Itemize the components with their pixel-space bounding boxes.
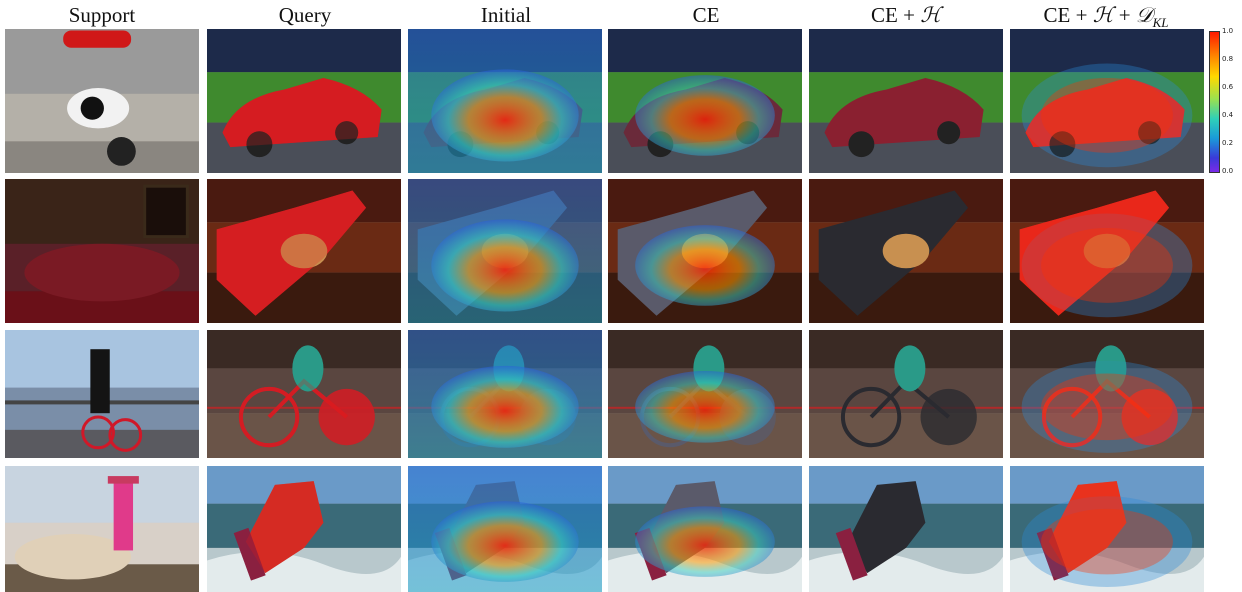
colorbar-tick-label: 0.0 [1222, 167, 1234, 175]
image-ce_h-row-2 [809, 179, 1003, 323]
image-ce-row-3 [608, 330, 802, 458]
image-query-row-3 [207, 330, 401, 458]
image-ce_h-row-3 [809, 330, 1003, 458]
image-support-row-3 [5, 330, 199, 458]
colorbar-tick-label: 0.6 [1222, 83, 1234, 91]
colorbar-tick-label: 0.4 [1222, 111, 1234, 119]
image-ce_h_kl-row-3 [1010, 330, 1204, 458]
image-ce_h-row-1 [809, 29, 1003, 173]
image-ce_h_kl-row-1 [1010, 29, 1204, 173]
image-support-row-1 [5, 29, 199, 173]
colorbar-tick-label: 0.2 [1222, 139, 1234, 147]
column-header-ce-h-dkl: CE + ℋ + 𝒟KL [1043, 3, 1169, 31]
column-header-ce: CE [692, 3, 720, 27]
image-initial-row-2 [408, 179, 602, 323]
image-ce_h_kl-row-4 [1010, 466, 1204, 592]
column-header-query: Query [278, 3, 332, 27]
colorbar-tick-label: 0.8 [1222, 55, 1234, 63]
image-query-row-1 [207, 29, 401, 173]
image-query-row-2 [207, 179, 401, 323]
colorbar-tick-label: 1.0 [1222, 27, 1234, 35]
image-ce-row-1 [608, 29, 802, 173]
image-ce-row-2 [608, 179, 802, 323]
image-initial-row-3 [408, 330, 602, 458]
image-ce_h-row-4 [809, 466, 1003, 592]
image-initial-row-1 [408, 29, 602, 173]
image-ce-row-4 [608, 466, 802, 592]
column-header-support: Support [68, 3, 136, 27]
image-support-row-2 [5, 179, 199, 323]
column-header-ce-h: CE + ℋ [871, 3, 941, 27]
image-support-row-4 [5, 466, 199, 592]
column-header-initial: Initial [480, 3, 532, 27]
image-ce_h_kl-row-2 [1010, 179, 1204, 323]
image-initial-row-4 [408, 466, 602, 592]
colorbar [1209, 31, 1220, 173]
image-query-row-4 [207, 466, 401, 592]
